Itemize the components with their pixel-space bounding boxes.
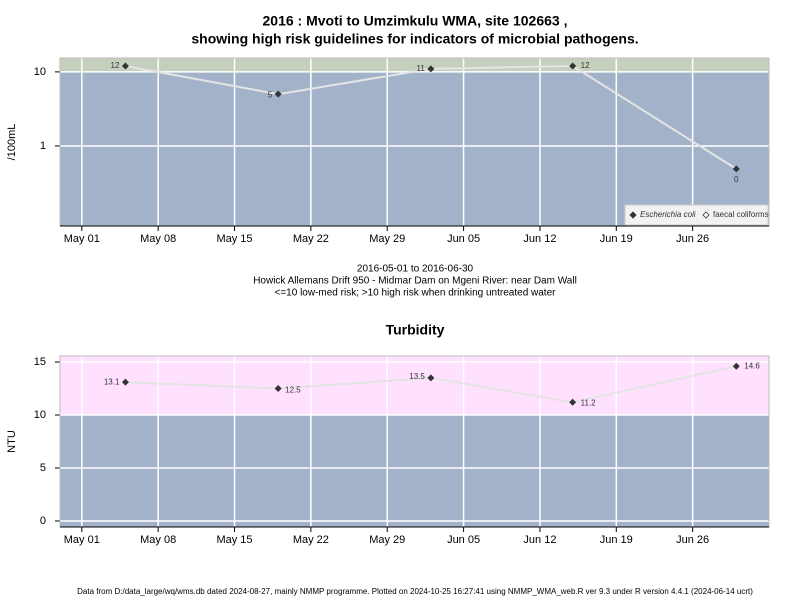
legend-label: Escherichia coli <box>640 210 696 219</box>
data-point <box>732 362 740 370</box>
data-label: 12 <box>111 61 120 70</box>
x-tick-label: May 08 <box>140 534 176 546</box>
data-point <box>274 385 282 393</box>
data-label: 0 <box>734 175 739 184</box>
data-label: 13.5 <box>409 372 425 381</box>
data-point <box>121 62 129 70</box>
data-point <box>569 398 577 406</box>
chart-title: 2016 : Mvoti to Umzimkulu WMA, site 1026… <box>263 13 568 29</box>
low-risk-band <box>60 415 769 527</box>
data-point <box>427 65 435 73</box>
x-tick-label: May 15 <box>216 534 252 546</box>
caption-line: <=10 low-med risk; >10 high risk when dr… <box>275 288 557 299</box>
x-tick-label: Jun 19 <box>600 233 633 245</box>
y-tick-label: 10 <box>34 66 46 78</box>
data-point <box>274 90 282 98</box>
legend-marker <box>629 211 637 219</box>
data-label: 13.1 <box>104 377 120 386</box>
caption-line: Howick Allemans Drift 950 - Midmar Dam o… <box>253 276 577 287</box>
x-tick-label: May 22 <box>293 534 329 546</box>
footer: Data from D:/data_large/wq/wms.db dated … <box>77 587 753 596</box>
caption-line: 2016-05-01 to 2016-06-30 <box>357 264 474 275</box>
x-tick-label: May 01 <box>64 233 100 245</box>
x-tick-label: May 22 <box>293 233 329 245</box>
legend-marker <box>702 211 710 219</box>
x-tick-label: May 08 <box>140 233 176 245</box>
high-risk-band <box>60 356 769 416</box>
data-label: 11 <box>417 64 426 73</box>
x-tick-label: May 29 <box>369 233 405 245</box>
y-axis-label: /100mL <box>6 124 18 161</box>
chart-title: showing high risk guidelines for indicat… <box>191 31 638 47</box>
y-tick-label: 10 <box>34 409 46 421</box>
chart-title: Turbidity <box>386 322 445 338</box>
legend-box <box>624 204 769 226</box>
data-label: 12 <box>581 61 590 70</box>
data-label: 14.6 <box>744 361 760 370</box>
y-tick-label: 15 <box>34 356 46 368</box>
data-point <box>427 374 435 382</box>
y-tick-label: 5 <box>40 462 46 474</box>
data-label: 5 <box>268 90 273 99</box>
legend-label: faecal coliforms <box>713 210 769 219</box>
x-tick-label: May 29 <box>369 534 405 546</box>
y-tick-label: 0 <box>40 515 46 527</box>
x-tick-label: Jun 05 <box>447 534 480 546</box>
high-risk-band <box>60 58 769 72</box>
data-point <box>732 165 740 173</box>
data-label: 11.2 <box>581 398 597 407</box>
data-label: 12.5 <box>285 386 301 395</box>
data-point <box>121 378 129 386</box>
x-tick-label: Jun 26 <box>676 534 709 546</box>
x-tick-label: Jun 12 <box>523 233 556 245</box>
y-tick-label: 1 <box>40 140 46 152</box>
low-risk-band <box>60 71 769 226</box>
data-point <box>569 62 577 70</box>
y-axis-label: NTU <box>6 430 18 453</box>
x-tick-label: Jun 05 <box>447 233 480 245</box>
x-tick-label: Jun 26 <box>676 233 709 245</box>
x-tick-label: Jun 19 <box>600 534 633 546</box>
x-tick-label: Jun 12 <box>523 534 556 546</box>
x-tick-label: May 01 <box>64 534 100 546</box>
x-tick-label: May 15 <box>216 233 252 245</box>
